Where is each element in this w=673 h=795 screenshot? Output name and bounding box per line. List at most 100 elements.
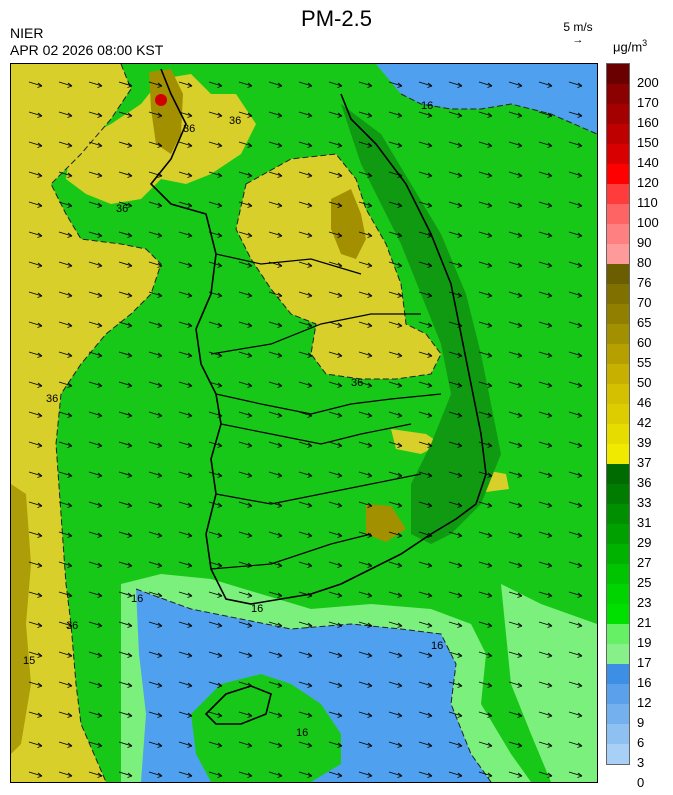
wind-arrow-icon xyxy=(418,291,433,298)
legend-label: 37 xyxy=(637,455,652,470)
legend-label: 33 xyxy=(637,495,652,510)
wind-arrow-icon xyxy=(28,141,43,148)
legend-label: 6 xyxy=(637,735,645,750)
wind-arrow-icon xyxy=(538,711,553,718)
wind-arrow-icon xyxy=(118,111,133,118)
wind-arrow-icon xyxy=(538,741,553,748)
wind-arrow-icon xyxy=(388,411,403,418)
wind-arrow-icon xyxy=(448,351,463,358)
wind-arrow-icon xyxy=(268,231,283,238)
wind-arrow-icon xyxy=(448,531,463,538)
wind-arrow-icon xyxy=(298,231,313,238)
wind-arrow-icon xyxy=(238,201,253,208)
wind-arrow-icon xyxy=(538,441,553,448)
wind-arrow-icon xyxy=(568,591,583,598)
wind-arrow-icon xyxy=(508,321,523,328)
wind-arrow-icon xyxy=(238,81,253,88)
legend-label: 50 xyxy=(637,375,652,390)
wind-arrow-icon xyxy=(58,621,73,628)
wind-arrow-icon xyxy=(508,681,523,688)
wind-arrow-icon xyxy=(28,591,43,598)
wind-arrow-icon xyxy=(118,261,133,268)
wind-arrow-icon xyxy=(118,501,133,508)
wind-arrow-icon xyxy=(88,201,103,208)
wind-arrow-icon xyxy=(88,591,103,598)
wind-arrow-icon xyxy=(238,741,253,748)
wind-arrow-icon xyxy=(88,711,103,718)
wind-arrow-icon xyxy=(538,591,553,598)
wind-arrow-icon xyxy=(418,681,433,688)
wind-arrow-icon xyxy=(478,171,493,178)
wind-arrow-icon xyxy=(58,171,73,178)
wind-arrow-icon xyxy=(28,771,43,778)
wind-arrow-icon xyxy=(538,351,553,358)
wind-arrow-icon xyxy=(148,141,163,148)
wind-arrow-icon xyxy=(148,591,163,598)
wind-arrow-icon xyxy=(508,441,523,448)
wind-arrow-icon xyxy=(118,321,133,328)
wind-arrow-icon xyxy=(358,621,373,628)
wind-arrow-icon xyxy=(298,291,313,298)
wind-arrow-icon xyxy=(478,561,493,568)
wind-arrow-icon xyxy=(118,441,133,448)
legend-label: 80 xyxy=(637,255,652,270)
wind-arrow-icon xyxy=(508,561,523,568)
legend-label: 27 xyxy=(637,555,652,570)
wind-arrow-icon xyxy=(478,411,493,418)
legend-label: 29 xyxy=(637,535,652,550)
wind-arrow-icon xyxy=(208,471,223,478)
wind-arrow-icon xyxy=(388,711,403,718)
wind-arrow-icon xyxy=(28,681,43,688)
wind-arrow-icon xyxy=(58,81,73,88)
legend-label: 60 xyxy=(637,335,652,350)
legend-color-box xyxy=(607,544,629,564)
wind-arrow-icon xyxy=(538,171,553,178)
wind-arrow-icon xyxy=(418,381,433,388)
wind-arrow-icon xyxy=(508,261,523,268)
wind-arrow-icon xyxy=(88,381,103,388)
wind-arrow-icon xyxy=(448,771,463,778)
wind-arrow-icon xyxy=(58,201,73,208)
wind-arrow-icon xyxy=(238,621,253,628)
wind-arrow-icon xyxy=(478,441,493,448)
wind-arrow-icon xyxy=(28,651,43,658)
wind-arrow-icon xyxy=(508,501,523,508)
wind-arrow-icon xyxy=(118,741,133,748)
wind-arrow-icon xyxy=(448,231,463,238)
legend-label: 110 xyxy=(637,195,658,210)
wind-arrow-icon xyxy=(328,531,343,538)
contour-16-south xyxy=(135,588,492,782)
wind-arrow-icon xyxy=(148,351,163,358)
wind-arrow-icon xyxy=(28,711,43,718)
wind-arrow-icon xyxy=(328,141,343,148)
wind-arrow-icon xyxy=(328,591,343,598)
wind-arrow-icon xyxy=(358,141,373,148)
contour-label: 16 xyxy=(131,593,143,605)
wind-arrow-icon xyxy=(118,141,133,148)
wind-arrow-icon xyxy=(328,741,343,748)
wind-arrow-icon xyxy=(238,441,253,448)
wind-arrow-icon xyxy=(298,531,313,538)
legend-color-box xyxy=(607,564,629,584)
wind-arrow-icon xyxy=(298,471,313,478)
wind-arrow-icon xyxy=(448,561,463,568)
wind-arrow-icon xyxy=(508,591,523,598)
wind-arrow-icon xyxy=(508,651,523,658)
wind-arrow-icon xyxy=(268,201,283,208)
wind-arrow-icon xyxy=(28,171,43,178)
legend-label: 9 xyxy=(637,715,645,730)
wind-arrow-icon xyxy=(478,81,493,88)
wind-arrow-icon xyxy=(268,141,283,148)
wind-arrow-icon xyxy=(208,81,223,88)
wind-arrow-icon xyxy=(208,231,223,238)
wind-arrow-icon xyxy=(268,261,283,268)
wind-arrow-icon xyxy=(178,111,193,118)
wind-arrow-icon xyxy=(58,381,73,388)
wind-arrow-icon xyxy=(568,561,583,568)
legend-label: 65 xyxy=(637,315,652,330)
wind-arrow-icon xyxy=(418,651,433,658)
wind-arrow-icon xyxy=(328,441,343,448)
wind-arrow-icon xyxy=(448,81,463,88)
wind-arrow-icon xyxy=(28,111,43,118)
wind-arrow-icon xyxy=(358,471,373,478)
